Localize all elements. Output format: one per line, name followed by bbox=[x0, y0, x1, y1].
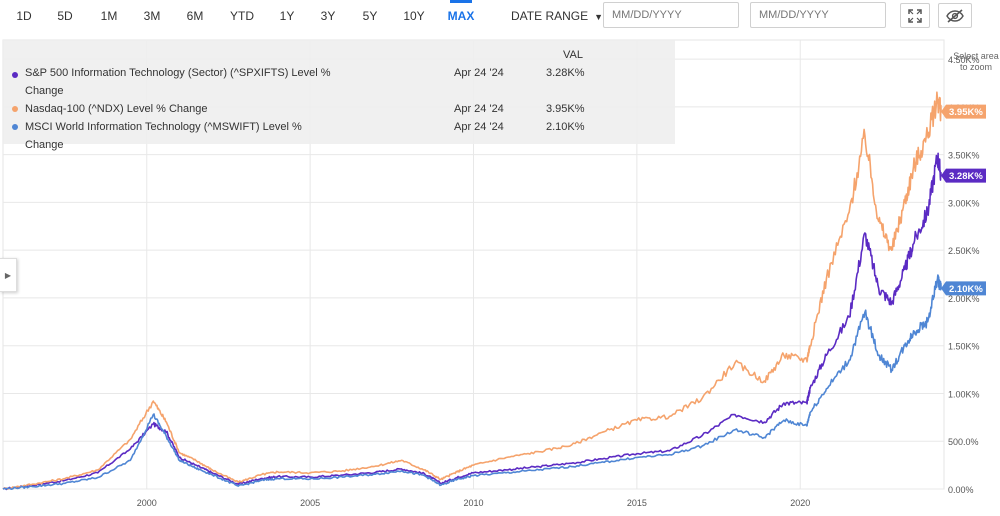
legend-value: 3.95K% bbox=[546, 103, 585, 115]
y-tick-label: 2.50K% bbox=[948, 246, 980, 256]
range-3y-button[interactable]: 3Y bbox=[320, 9, 336, 23]
y-tick-label: 1.00K% bbox=[948, 389, 980, 399]
end-value-label: 3.28K% bbox=[949, 171, 983, 182]
start-date-input[interactable] bbox=[603, 2, 739, 28]
range-max-button[interactable]: MAX bbox=[447, 9, 475, 23]
date-range-dropdown[interactable]: DATE RANGE ▼ bbox=[511, 5, 603, 27]
x-tick-label: 2010 bbox=[463, 498, 483, 508]
range-6m-button[interactable]: 6M bbox=[186, 9, 204, 23]
caret-down-icon: ▼ bbox=[594, 12, 604, 22]
legend-value: 2.10K% bbox=[546, 121, 585, 133]
series-line-spx bbox=[2, 152, 942, 491]
y-tick-label: 3.50K% bbox=[948, 151, 980, 161]
legend-series-name: Nasdaq-100 (^NDX) Level % Change bbox=[25, 103, 208, 115]
legend-date: Apr 24 '24 bbox=[454, 121, 504, 133]
fullscreen-button[interactable] bbox=[900, 3, 930, 28]
hide-legend-button[interactable] bbox=[938, 3, 972, 28]
zoom-hint: Select area to zoom bbox=[953, 51, 999, 72]
legend-marker-msw bbox=[12, 124, 18, 130]
legend-value-header: VAL bbox=[563, 49, 583, 61]
legend-date: Apr 24 '24 bbox=[454, 67, 504, 79]
x-tick-label: 2005 bbox=[300, 498, 320, 508]
range-1y-button[interactable]: 1Y bbox=[279, 9, 295, 23]
end-date-input[interactable] bbox=[750, 2, 886, 28]
series-line-msw bbox=[2, 274, 942, 490]
range-5y-button[interactable]: 5Y bbox=[362, 9, 378, 23]
y-tick-label: 3.00K% bbox=[948, 198, 980, 208]
x-tick-label: 2015 bbox=[627, 498, 647, 508]
hide-icon bbox=[946, 8, 964, 23]
fullscreen-icon bbox=[908, 8, 922, 23]
legend-series-name: MSCI World Information Technology (^MSWI… bbox=[25, 121, 302, 151]
range-1d-button[interactable]: 1D bbox=[16, 9, 32, 23]
y-tick-label: 1.50K% bbox=[948, 342, 980, 352]
end-value-label: 3.95K% bbox=[949, 107, 983, 118]
y-tick-label: 4.50K% bbox=[948, 55, 980, 65]
range-1m-button[interactable]: 1M bbox=[100, 9, 118, 23]
end-value-flag-msw bbox=[941, 281, 986, 296]
range-5d-button[interactable]: 5D bbox=[57, 9, 73, 23]
y-tick-label: 500.0% bbox=[948, 437, 979, 447]
chevron-right-icon: ▶ bbox=[4, 270, 12, 280]
legend-panel bbox=[3, 40, 675, 144]
range-ytd-button[interactable]: YTD bbox=[230, 9, 254, 23]
end-value-flag-spx bbox=[941, 168, 986, 183]
range-10y-button[interactable]: 10Y bbox=[403, 9, 425, 23]
legend-series-name: S&P 500 Information Technology (Sector) … bbox=[25, 67, 331, 97]
date-range-label: DATE RANGE bbox=[511, 9, 589, 23]
active-range-indicator bbox=[450, 0, 472, 3]
y-tick-label: 0.00% bbox=[948, 485, 974, 495]
end-value-label: 2.10K% bbox=[949, 284, 983, 295]
x-tick-label: 2020 bbox=[790, 498, 810, 508]
range-toolbar: 1D 5D 1M 3M 6M YTD 1Y 3Y 5Y 10Y MAX DATE… bbox=[0, 0, 1000, 32]
y-tick-label: 2.00K% bbox=[948, 294, 980, 304]
range-3m-button[interactable]: 3M bbox=[143, 9, 161, 23]
legend-marker-ndx bbox=[12, 106, 18, 112]
legend-date: Apr 24 '24 bbox=[454, 103, 504, 115]
series-line-ndx bbox=[2, 91, 942, 490]
expand-panel-handle[interactable]: ▶ bbox=[0, 258, 17, 292]
legend-marker-spx bbox=[12, 72, 18, 78]
end-value-flag-ndx bbox=[941, 104, 986, 119]
x-tick-label: 2000 bbox=[137, 498, 157, 508]
legend-value: 3.28K% bbox=[546, 67, 585, 79]
